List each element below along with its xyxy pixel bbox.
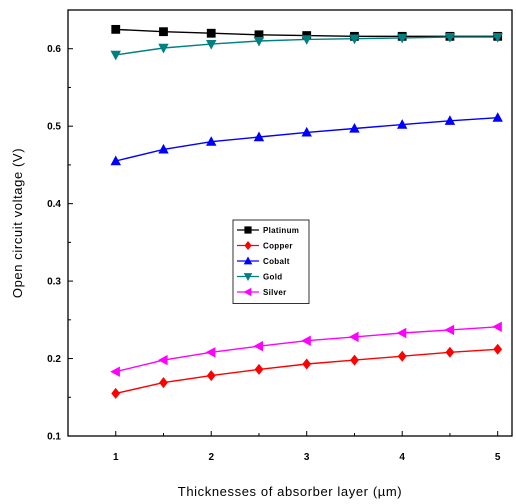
- data-point-copper: [350, 354, 359, 366]
- series-silver: [110, 321, 502, 377]
- data-point-copper: [445, 346, 455, 358]
- data-point-silver: [349, 331, 359, 343]
- data-point-silver: [253, 340, 264, 352]
- legend-label-silver: Silver: [263, 288, 287, 297]
- series-copper: [111, 343, 503, 399]
- y-tick-label: 0.2: [47, 354, 61, 365]
- series-cobalt: [110, 112, 503, 166]
- x-tick-label: 2: [208, 452, 214, 463]
- data-point-gold: [253, 36, 265, 47]
- data-point-gold: [110, 50, 121, 61]
- data-point-cobalt: [349, 123, 360, 133]
- data-point-cobalt: [444, 115, 456, 125]
- series-line-cobalt: [115, 117, 498, 162]
- data-point-gold: [444, 33, 456, 43]
- data-point-cobalt: [206, 136, 217, 146]
- data-point-gold: [492, 33, 503, 43]
- legend-label-cobalt: Cobalt: [263, 257, 290, 266]
- data-point-silver: [205, 347, 216, 358]
- y-tick-label: 0.5: [47, 122, 61, 133]
- legend-marker-gold: [243, 273, 253, 281]
- data-point-cobalt: [253, 131, 265, 142]
- data-point-gold: [397, 33, 408, 44]
- data-point-platinum: [206, 28, 216, 38]
- plot-frame: [67, 9, 513, 437]
- data-point-copper: [493, 343, 503, 355]
- legend-marker-copper: [244, 241, 252, 250]
- data-point-silver: [158, 354, 168, 366]
- x-axis-label: Thicknesses of absorber layer (µm): [178, 484, 402, 499]
- data-point-gold: [158, 43, 169, 54]
- x-tick-label: 4: [399, 452, 405, 463]
- data-point-copper: [111, 387, 121, 399]
- data-point-copper: [397, 350, 407, 362]
- x-tick-label: 3: [304, 452, 310, 463]
- data-point-cobalt: [158, 143, 169, 154]
- data-point-silver: [444, 324, 455, 336]
- data-point-gold: [206, 40, 217, 50]
- x-tick-label: 1: [113, 452, 119, 463]
- y-tick-label: 0.4: [47, 199, 61, 210]
- data-point-platinum: [111, 24, 121, 34]
- data-point-silver: [396, 327, 407, 339]
- data-point-gold: [301, 35, 312, 45]
- legend-marker-platinum: [244, 226, 252, 234]
- data-point-cobalt: [301, 126, 312, 137]
- data-point-cobalt: [397, 119, 408, 129]
- legend-marker-cobalt: [243, 256, 253, 265]
- data-point-platinum: [159, 27, 168, 37]
- series-line-copper: [115, 348, 498, 395]
- y-axis-label: Open circuit voltage (V): [10, 148, 25, 298]
- data-point-silver: [301, 335, 311, 346]
- x-tick-label: 5: [495, 452, 501, 463]
- data-point-gold: [349, 34, 360, 45]
- data-point-silver: [110, 366, 120, 377]
- legend-label-platinum: Platinum: [263, 226, 299, 235]
- y-tick-label: 0.1: [47, 432, 61, 443]
- data-point-silver: [492, 321, 502, 332]
- data-point-cobalt: [110, 155, 121, 166]
- data-point-cobalt: [492, 112, 503, 122]
- series-gold: [110, 33, 503, 61]
- data-point-platinum: [254, 30, 264, 40]
- data-point-copper: [254, 363, 264, 375]
- legend-label-gold: Gold: [263, 273, 282, 282]
- legend-label-copper: Copper: [263, 242, 293, 251]
- legend-marker-silver: [243, 287, 252, 297]
- data-point-copper: [302, 358, 312, 370]
- data-point-copper: [159, 377, 168, 389]
- y-tick-label: 0.3: [47, 277, 61, 288]
- data-point-copper: [206, 370, 216, 382]
- y-tick-label: 0.6: [47, 44, 61, 55]
